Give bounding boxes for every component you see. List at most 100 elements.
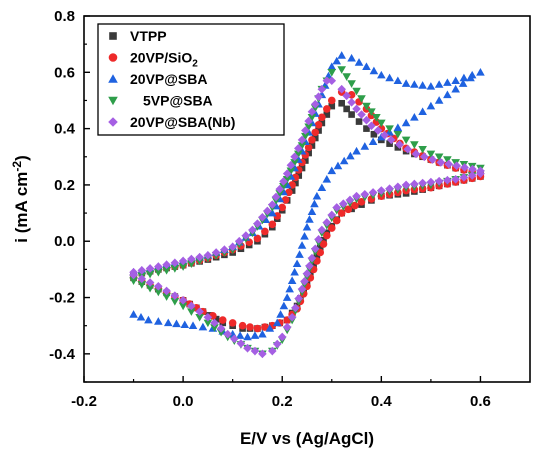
data-point xyxy=(263,206,272,216)
data-point xyxy=(294,294,304,303)
data-point xyxy=(307,207,317,215)
data-point xyxy=(337,209,346,217)
data-point xyxy=(258,349,267,359)
data-point xyxy=(178,296,188,305)
data-point xyxy=(286,167,296,176)
data-point xyxy=(346,151,355,160)
data-point xyxy=(145,264,155,273)
data-point xyxy=(271,192,281,202)
data-point xyxy=(218,316,227,324)
data-point xyxy=(136,312,146,321)
legend-item: 5VP@SBA xyxy=(108,93,213,109)
data-point xyxy=(323,105,331,113)
axis-ticks: -0.2 0.0 0.2 0.4 0.6 -0.4 -0.2 0.0 0.2 0.4 0.6 0.8 xyxy=(49,8,491,410)
data-point xyxy=(195,252,204,262)
data-point xyxy=(362,62,371,70)
data-point xyxy=(178,263,188,271)
data-point xyxy=(426,177,436,187)
data-point xyxy=(434,96,444,104)
data-point xyxy=(401,79,411,87)
data-point xyxy=(317,84,327,94)
data-point xyxy=(170,258,180,268)
data-point xyxy=(327,76,337,86)
data-point xyxy=(355,118,363,125)
data-point xyxy=(327,224,336,232)
data-point xyxy=(368,188,378,197)
data-point xyxy=(294,144,303,153)
data-point xyxy=(362,115,371,125)
data-point xyxy=(305,261,314,271)
data-point xyxy=(212,315,220,323)
data-point xyxy=(451,76,460,85)
data-point xyxy=(316,248,325,257)
data-point xyxy=(434,176,444,186)
data-point xyxy=(342,91,351,101)
x-tick-label: -0.2 xyxy=(71,393,97,410)
data-point xyxy=(337,51,346,59)
data-point xyxy=(307,253,317,263)
data-point xyxy=(154,262,163,271)
data-point xyxy=(275,184,285,194)
data-point xyxy=(459,173,469,182)
data-point xyxy=(234,236,244,246)
x-tick-label: 0.2 xyxy=(272,393,293,410)
data-point xyxy=(332,203,342,212)
data-point xyxy=(145,284,155,293)
data-point xyxy=(129,310,138,318)
data-point xyxy=(198,322,208,331)
data-point xyxy=(327,96,336,105)
data-point xyxy=(235,331,245,339)
data-point xyxy=(332,216,341,225)
data-point xyxy=(253,324,262,333)
data-point xyxy=(187,254,196,264)
data-point xyxy=(295,250,304,258)
data-point xyxy=(410,113,419,121)
data-point xyxy=(301,126,310,135)
data-point xyxy=(333,161,343,170)
y-tick-label: -0.4 xyxy=(49,346,76,363)
data-point xyxy=(129,277,138,285)
data-point xyxy=(327,69,337,77)
data-point xyxy=(310,244,320,254)
data-point xyxy=(162,260,171,269)
data-point xyxy=(301,132,310,141)
data-point xyxy=(377,132,386,141)
data-point xyxy=(180,320,190,329)
data-point xyxy=(385,125,394,133)
y-axis-title: i (mA cm-2) xyxy=(10,155,31,243)
data-point xyxy=(328,102,336,110)
data-point xyxy=(466,73,475,82)
data-point xyxy=(394,144,402,151)
data-point xyxy=(338,99,345,107)
data-point xyxy=(339,199,348,208)
data-point xyxy=(411,149,421,159)
data-point xyxy=(372,114,381,122)
data-point xyxy=(317,225,327,235)
data-point xyxy=(258,329,267,338)
data-point xyxy=(304,143,313,152)
legend-marker xyxy=(108,117,118,127)
legend-label: 20VP@SBA(Nb) xyxy=(130,114,235,130)
data-point xyxy=(297,142,307,150)
data-point xyxy=(345,195,355,205)
plot-area xyxy=(83,15,531,383)
data-point xyxy=(352,146,361,155)
data-point xyxy=(281,196,290,204)
data-point xyxy=(243,332,252,341)
data-point xyxy=(210,318,219,328)
data-point xyxy=(170,297,180,306)
data-point xyxy=(178,256,188,266)
data-point xyxy=(418,178,427,188)
data-point xyxy=(370,130,378,138)
y-tick-label: 0.2 xyxy=(54,177,75,194)
data-point xyxy=(418,107,427,116)
data-point xyxy=(322,174,332,183)
x-tick-label: 0.4 xyxy=(371,393,393,410)
data-point xyxy=(268,220,277,229)
legend-item: 20VP/SiO2 xyxy=(108,50,198,70)
data-point xyxy=(154,288,163,297)
data-point xyxy=(278,203,287,212)
data-point xyxy=(210,324,219,332)
x-axis-title: E/V vs (Ag/AgCl) xyxy=(240,429,374,448)
data-point xyxy=(393,130,403,139)
